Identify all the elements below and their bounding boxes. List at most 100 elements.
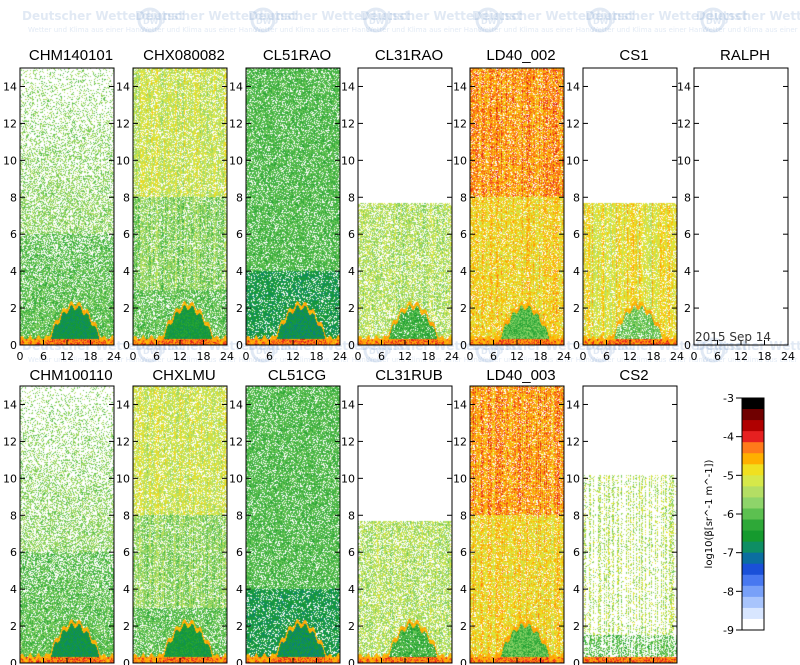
y-tick-label: 8 <box>10 191 17 204</box>
backscatter-heatmap <box>246 386 340 663</box>
y-tick-label: 0 <box>236 657 243 665</box>
panel-title: CL51CG <box>268 367 326 384</box>
y-tick-label: 12 <box>566 435 580 448</box>
y-tick-label: 12 <box>453 435 467 448</box>
backscatter-heatmap <box>470 68 564 345</box>
y-tick-label: 14 <box>116 398 130 411</box>
colorbar-segment <box>742 596 764 609</box>
x-tick-label: 18 <box>647 350 661 363</box>
dwd-watermark-tagline: Wetter und Klima aus einer Hand <box>141 356 257 364</box>
y-tick-label: 0 <box>10 339 17 352</box>
y-tick-label: 2 <box>10 620 17 633</box>
backscatter-heatmap <box>133 68 227 345</box>
dwd-watermark-tagline: Wetter und Klima aus einer Hand <box>141 26 257 34</box>
y-tick-label: 10 <box>116 472 130 485</box>
y-tick-label: 10 <box>3 154 17 167</box>
y-tick-label: 8 <box>460 191 467 204</box>
y-tick-label: 6 <box>10 546 17 559</box>
y-tick-label: 14 <box>3 80 17 93</box>
backscatter-heatmap <box>246 68 340 345</box>
y-tick-label: 10 <box>453 472 467 485</box>
x-tick-label: 6 <box>266 350 273 363</box>
x-tick-label: 12 <box>734 350 748 363</box>
x-tick-label: 18 <box>197 350 211 363</box>
y-tick-label: 10 <box>116 154 130 167</box>
y-tick-label: 0 <box>348 339 355 352</box>
y-tick-label: 4 <box>236 583 243 596</box>
dwd-watermark-tagline: Wetter und Klima aus einer Hand <box>702 26 800 34</box>
y-tick-label: 0 <box>10 657 17 665</box>
y-tick-label: 4 <box>123 265 130 278</box>
colorbar-segment <box>742 431 764 443</box>
dwd-watermark-name: Deutscher Wetterdienst <box>472 9 634 23</box>
x-tick-label: 0 <box>355 350 362 363</box>
y-tick-label: 12 <box>3 117 17 130</box>
x-tick-label: 0 <box>580 350 587 363</box>
panel-title: CL51RAO <box>263 47 331 64</box>
panel-cl51cg: CL51CG0246810121406121824 <box>229 367 341 665</box>
panel-chm100110: CHM1001100246810121406121824 <box>3 367 115 665</box>
y-tick-label: 6 <box>348 546 355 559</box>
dwd-watermark-tagline: Wetter und Klima aus einer Hand <box>591 26 707 34</box>
y-tick-label: 0 <box>573 339 580 352</box>
y-tick-label: 2 <box>236 302 243 315</box>
dwd-logo-icon <box>587 7 613 33</box>
dwd-logo-icon <box>137 7 163 33</box>
y-tick-label: 2 <box>348 302 355 315</box>
x-tick-label: 0 <box>467 350 474 363</box>
y-tick-label: 2 <box>10 302 17 315</box>
y-tick-label: 8 <box>684 191 691 204</box>
x-tick-label: 12 <box>510 350 524 363</box>
x-tick-label: 12 <box>398 350 412 363</box>
y-tick-label: 12 <box>116 435 130 448</box>
y-tick-label: 2 <box>573 620 580 633</box>
panel-title: CS2 <box>619 367 648 384</box>
y-tick-label: 10 <box>677 154 691 167</box>
dwd-watermark-tagline: Wetter und Klima aus einer Hand <box>702 356 800 364</box>
dwd-logo-text: DWD <box>369 347 391 356</box>
dwd-watermark-name: Deutscher Wetterdienst <box>696 339 800 353</box>
colorbar-segment <box>742 618 764 631</box>
backscatter-heatmap <box>583 386 677 663</box>
panel-title: RALPH <box>720 47 770 64</box>
y-tick-label: 14 <box>341 398 355 411</box>
dwd-watermark: Deutscher Wetterdienst Wetter und Klima a… <box>248 7 410 34</box>
y-tick-label: 0 <box>460 339 467 352</box>
colorbar-segment <box>742 541 764 554</box>
dwd-logo-icon <box>363 7 389 33</box>
y-tick-label: 0 <box>684 339 691 352</box>
colorbar-segment <box>742 552 764 565</box>
dwd-logo-text: DWD <box>256 347 278 356</box>
panel-ld40_003: LD40_0030246810121406121824 <box>453 367 565 665</box>
dwd-watermark-name: Deutscher Wetterdienst <box>248 9 410 23</box>
x-tick-label: 24 <box>333 350 347 363</box>
colorbar-segment <box>742 607 764 620</box>
y-tick-label: 10 <box>453 154 467 167</box>
y-tick-label: 0 <box>123 339 130 352</box>
y-tick-label: 14 <box>566 398 580 411</box>
dwd-watermark-tagline: Wetter und Klima aus einer Hand <box>478 356 594 364</box>
dwd-logo-text: DWD <box>481 347 503 356</box>
x-tick-label: 0 <box>17 350 24 363</box>
y-tick-label: 2 <box>460 302 467 315</box>
x-tick-label: 6 <box>40 350 47 363</box>
date-label: 2015 Sep 14 <box>695 330 771 344</box>
y-tick-label: 10 <box>566 472 580 485</box>
colorbar-segment <box>742 574 764 587</box>
colorbar-segment <box>742 442 764 454</box>
dwd-watermark-name: Deutscher Wetterdienst <box>585 9 747 23</box>
x-tick-label: 0 <box>691 350 698 363</box>
y-tick-label: 8 <box>10 509 17 522</box>
dwd-watermark-tagline: Wetter und Klima aus einer Hand <box>366 356 482 364</box>
y-tick-label: 4 <box>460 583 467 596</box>
x-tick-label: 24 <box>557 350 571 363</box>
x-tick-label: 12 <box>286 350 300 363</box>
y-tick-label: 6 <box>573 546 580 559</box>
dwd-watermark-name: Deutscher Wetterdienst <box>22 9 184 23</box>
y-tick-label: 4 <box>460 265 467 278</box>
